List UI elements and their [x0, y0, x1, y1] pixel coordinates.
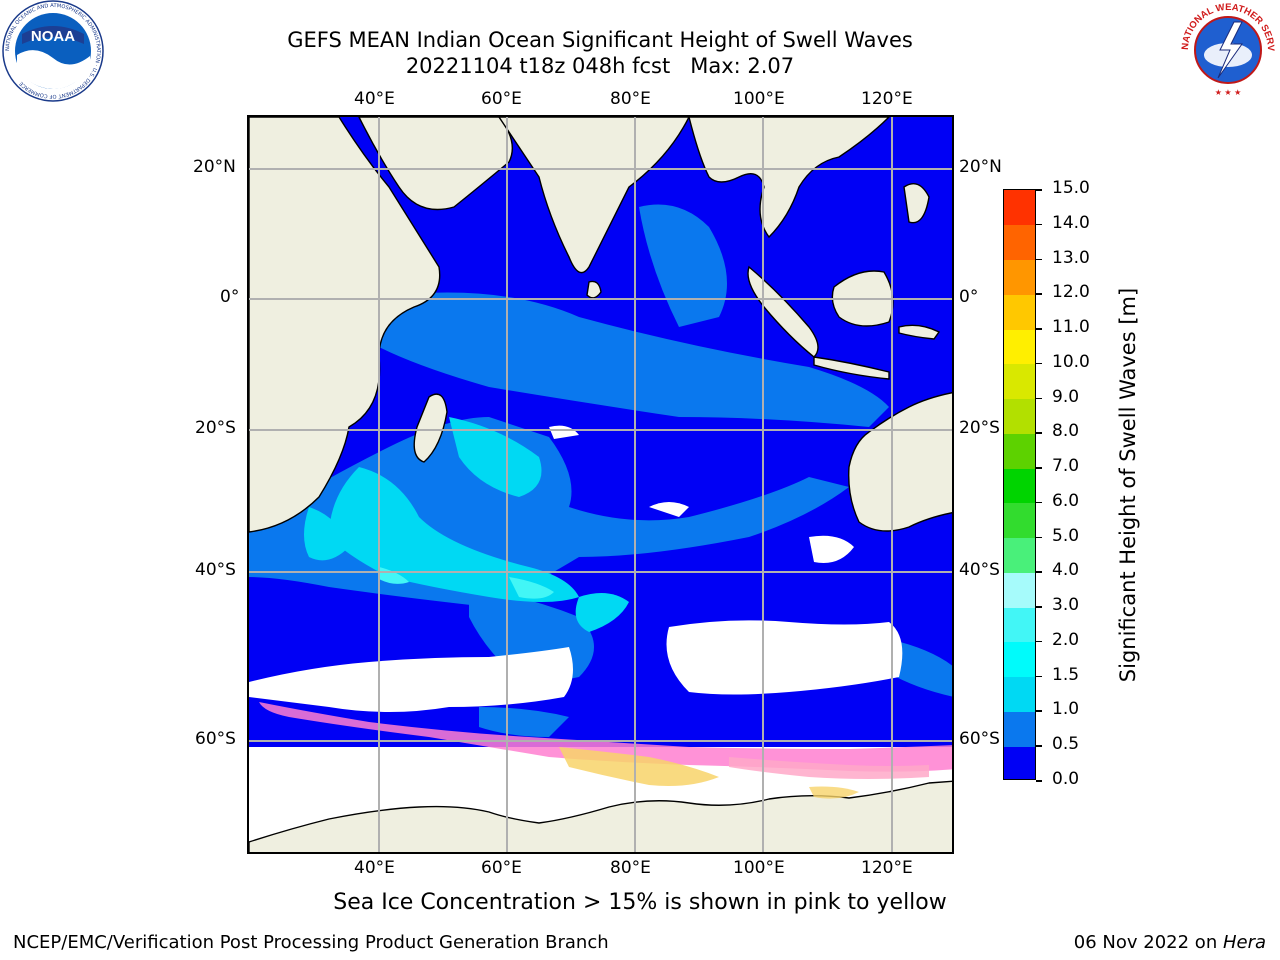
colorbar-tick-mark [1036, 745, 1042, 747]
colorbar-tick-mark [1036, 606, 1042, 608]
colorbar-tick-label: 11.0 [1052, 317, 1090, 338]
lon-label-top-100e: 100°E [733, 89, 785, 109]
colorbar-tick-label: 0.5 [1052, 734, 1080, 755]
lon-label-bottom-40e: 40°E [354, 858, 395, 878]
lat-label-left-40s: 40°S [195, 560, 236, 580]
lat-label-left-20n: 20°N [193, 157, 236, 177]
colorbar-tick-mark [1036, 293, 1042, 295]
colorbar-tick-mark [1036, 189, 1042, 191]
lat-label-right-60s: 60°S [959, 729, 1000, 749]
lon-label-top-80e: 80°E [610, 89, 651, 109]
colorbar-tick-label: 2.0 [1052, 629, 1080, 650]
colorbar-tick-mark [1036, 710, 1042, 712]
lon-label-bottom-80e: 80°E [610, 858, 651, 878]
colorbar-tick-label: 1.0 [1052, 699, 1080, 720]
lat-label-right-40s: 40°S [959, 560, 1000, 580]
colorbar-tick-mark [1036, 536, 1042, 539]
colorbar-segment [1004, 190, 1035, 226]
colorbar-segment [1004, 746, 1035, 779]
lat-label-left-20s: 20°S [195, 418, 236, 438]
colorbar-tick-mark [1036, 397, 1042, 400]
chart-subtitle: 20221104 t18z 048h fcst Max: 2.07 [405, 54, 795, 78]
colorbar-tick-mark [1036, 223, 1042, 226]
colorbar-segment [1004, 537, 1035, 573]
chart-title: GEFS MEAN Indian Ocean Significant Heigh… [287, 28, 913, 52]
lat-label-left-0: 0° [220, 287, 240, 307]
colorbar-tick-label: 14.0 [1052, 212, 1090, 233]
swell-1.0-1.5-region [304, 417, 629, 632]
colorbar-tick-label: 9.0 [1052, 386, 1080, 407]
colorbar-tick-mark [1036, 640, 1042, 643]
lat-label-right-20s: 20°S [959, 418, 1000, 438]
colorbar-tick-mark [1036, 780, 1042, 782]
colorbar-tick-label: 12.0 [1052, 282, 1090, 303]
colorbar-tick-label: 13.0 [1052, 247, 1090, 268]
noaa-logo-icon: NOAA NATIONAL OCEANIC AND ATMOSPHERIC AD… [2, 0, 104, 102]
colorbar-tick-label: 5.0 [1052, 525, 1080, 546]
colorbar-tick-mark [1036, 362, 1042, 365]
colorbar-segment [1004, 572, 1035, 608]
colorbar-segment [1004, 259, 1035, 295]
colorbar-segment [1004, 433, 1035, 469]
colorbar [1003, 189, 1036, 780]
colorbar-tick-label: 3.0 [1052, 595, 1080, 616]
lon-label-top-40e: 40°E [354, 89, 395, 109]
colorbar-tick-mark [1036, 258, 1042, 261]
colorbar-segment [1004, 398, 1035, 434]
colorbar-segment [1004, 468, 1035, 504]
colorbar-tick-mark [1036, 501, 1042, 504]
colorbar-segment [1004, 676, 1035, 712]
lon-label-top-120e: 120°E [861, 89, 913, 109]
colorbar-tick-mark [1036, 432, 1042, 434]
sea-ice-band [259, 702, 952, 799]
colorbar-segment [1004, 502, 1035, 539]
svg-text:★ ★ ★: ★ ★ ★ [1215, 88, 1242, 97]
lon-label-bottom-100e: 100°E [733, 858, 785, 878]
colorbar-segment [1004, 363, 1035, 400]
colorbar-tick-mark [1036, 571, 1042, 573]
colorbar-tick-label: 15.0 [1052, 178, 1090, 198]
colorbar-tick-label: 4.0 [1052, 560, 1080, 581]
colorbar-segment [1004, 711, 1035, 747]
colorbar-segment [1004, 607, 1035, 643]
sea-ice-footnote: Sea Ice Concentration > 15% is shown in … [333, 890, 947, 915]
noaa-logo-text: NOAA [31, 28, 75, 45]
lon-label-top-60e: 60°E [481, 89, 522, 109]
colorbar-segment [1004, 224, 1035, 260]
colorbar-segment [1004, 294, 1035, 330]
colorbar-tick-label: 7.0 [1052, 456, 1080, 477]
lat-label-left-60s: 60°S [195, 729, 236, 749]
footer-host-text: Hera [1222, 932, 1266, 953]
colorbar-tick-label: 10.0 [1052, 351, 1090, 372]
colorbar-tick-label: 1.5 [1052, 664, 1080, 685]
lat-label-right-0: 0° [959, 287, 979, 307]
colorbar-tick-label: 8.0 [1052, 421, 1080, 442]
nws-logo-icon: NATIONAL WEATHER SERVICE ★ ★ ★ [1176, 0, 1276, 98]
footer-date: 06 Nov 2022 on Hera [1074, 932, 1266, 953]
colorbar-segment [1004, 329, 1035, 365]
colorbar-tick-label: 0.0 [1052, 769, 1080, 789]
graticule [249, 117, 952, 852]
colorbar-label: Significant Height of Swell Waves [m] [1116, 287, 1140, 683]
colorbar-segment [1004, 641, 1035, 678]
colorbar-tick-label: 6.0 [1052, 490, 1080, 511]
map-canvas [249, 117, 952, 852]
footer-date-text: 06 Nov 2022 on [1073, 932, 1223, 953]
footer-branch: NCEP/EMC/Verification Post Processing Pr… [13, 932, 609, 953]
colorbar-tick-mark [1036, 675, 1042, 678]
colorbar-tick-mark [1036, 328, 1042, 330]
map-plot [247, 115, 954, 854]
lat-label-right-20n: 20°N [959, 157, 1002, 177]
lon-label-bottom-120e: 120°E [861, 858, 913, 878]
lon-label-bottom-60e: 60°E [481, 858, 522, 878]
colorbar-tick-mark [1036, 467, 1042, 469]
